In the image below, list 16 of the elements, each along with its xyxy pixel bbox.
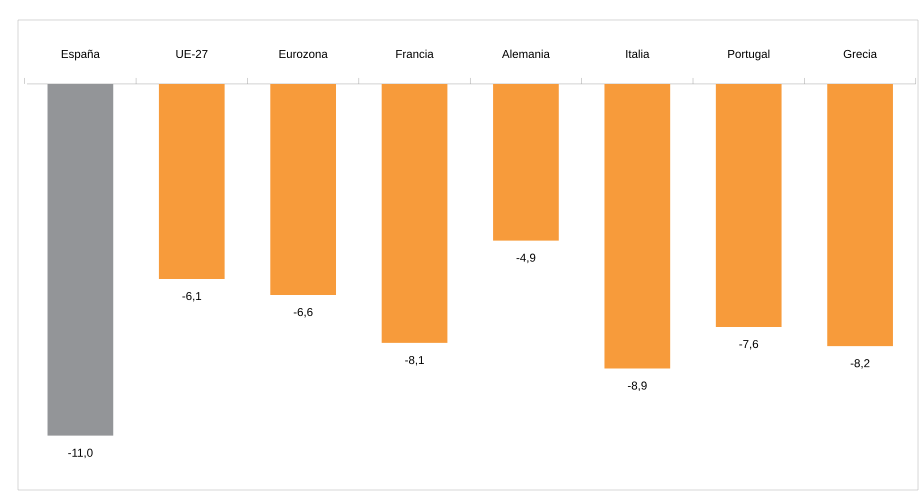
x-tick-label: Alemania xyxy=(502,50,550,58)
data-label: -6,1 xyxy=(182,292,202,302)
data-label: -8,2 xyxy=(850,359,870,369)
x-tick-label: España xyxy=(62,50,100,60)
data-label: -8,1 xyxy=(405,356,424,366)
x-tick-label: Grecia xyxy=(844,50,878,58)
data-label: -4,9 xyxy=(516,254,536,264)
data-label: -6,6 xyxy=(294,308,313,318)
x-tick-label: Portugal xyxy=(728,50,770,60)
data-label: -11,0 xyxy=(68,448,93,458)
data-label: -8,9 xyxy=(628,382,647,392)
data-label: -7,6 xyxy=(739,340,758,350)
x-tick-label: Italia xyxy=(626,50,650,58)
x-tick-label: UE-27 xyxy=(176,50,208,58)
x-tick-label: Francia xyxy=(396,50,434,58)
x-tick-label: Eurozona xyxy=(279,50,328,58)
